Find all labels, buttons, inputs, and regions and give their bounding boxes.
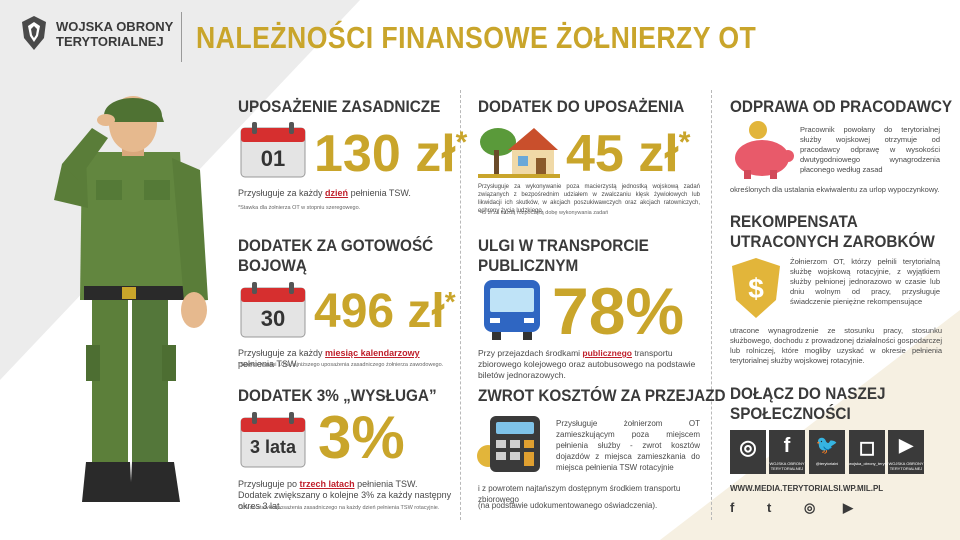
severance-text: Pracownik powołany do terytorialnej służ…	[800, 125, 940, 174]
allowance-value: 45 zł	[566, 125, 679, 183]
calendar-day: 01	[260, 146, 286, 171]
page-title: NALEŻNOŚCI FINANSOWE ŻOŁNIERZY OT	[196, 20, 757, 55]
transport-discount: 78%	[552, 274, 685, 348]
column-divider-2	[711, 90, 712, 520]
facebook-icon: f	[783, 435, 791, 457]
readiness-footnote: *Stawka wynosi 10% najniższego uposażeni…	[238, 362, 444, 368]
basic-pay-value: 130 zł	[314, 125, 456, 183]
title-line: PUBLICZNYM	[478, 256, 579, 275]
calendar-icon: 30	[240, 282, 306, 338]
travel-refund-text: Przysługuje żołnierzom OT zamieszkującym…	[556, 419, 700, 472]
compensation-line2: utracone wynagrodzenie ze stosunku pracy…	[730, 326, 942, 365]
org-name: WOJSKA OBRONY TERYTORIALNEJ	[56, 19, 173, 49]
highlight-day: dzień	[325, 188, 349, 198]
highlight-month: miesiąc kalendarzowy	[325, 348, 420, 358]
asterisk: *	[444, 286, 456, 317]
title-line: DOŁĄCZ DO NASZEJ	[730, 384, 886, 403]
piggy-bank-icon	[735, 121, 794, 179]
background-corner-bottom-right	[660, 310, 960, 540]
title-line: SPOŁECZNOŚCI	[730, 404, 851, 423]
section-title-allowance: DODATEK DO UPOSAŻENIA	[478, 97, 685, 116]
title-line: ULGI W TRANSPORCIE	[478, 236, 649, 255]
text-line: Dodatek zwiększany o kolejne 3% za każdy…	[238, 490, 452, 511]
org-name-line2: TERYTORIALNEJ	[56, 34, 164, 49]
globe-icon: ◎	[739, 437, 757, 459]
section-title-severance: ODPRAWA OD PRACODAWCY	[730, 97, 953, 116]
section-title-community: DOŁĄCZ DO NASZEJ SPOŁECZNOŚCI	[730, 384, 886, 424]
twitter-button[interactable]: 🐦 @terytorialni	[809, 430, 845, 474]
basic-pay-text: Przysługuje za każdy dzień pełnienia TSW…	[238, 188, 448, 199]
org-name-line1: WOJSKA OBRONY	[56, 19, 174, 34]
text-part: pełnienia TSW.	[238, 359, 299, 369]
facebook-button[interactable]: f WOJSKA OBRONY TERYTORIALNEJ	[769, 430, 805, 474]
section-title-readiness: DODATEK ZA GOTOWOŚĆ BOJOWĄ	[238, 236, 433, 276]
text-part: Przysługuje po	[238, 479, 300, 489]
seniority-amount: 3%	[318, 404, 405, 471]
tile-caption: wojska_obrony_terytorialnej	[849, 461, 899, 466]
column-divider-1	[460, 90, 461, 520]
text-part: pełnienia TSW.	[354, 479, 418, 489]
readiness-value: 496 zł	[314, 285, 445, 338]
website-link[interactable]: WWW.MEDIA.TERYTORIALSI.WP.MIL.PL	[730, 484, 884, 493]
tile-caption: WOJSKA OBRONY TERYTORIALNEJ	[888, 461, 924, 471]
calendar-icon: 01	[240, 122, 306, 178]
section-title-travel-refund: ZWROT KOSZTÓW ZA PRZEJAZD	[478, 386, 726, 405]
shield-dollar-icon: $	[732, 258, 780, 318]
calendar-day: 30	[260, 306, 286, 331]
twitter-footer-icon[interactable]: t	[767, 500, 772, 515]
basic-pay-amount: 130 zł*	[314, 125, 468, 183]
allowance-footnote: *45 zł za każdą rozpoczętą dobę wykonywa…	[478, 210, 609, 216]
text-part: Przysługuje za każdy	[238, 188, 326, 198]
text-part: pełnienia TSW.	[348, 188, 411, 198]
readiness-text: Przysługuje za każdy miesiąc kalendarzow…	[238, 348, 458, 370]
calendar-years: 3 lata	[249, 437, 297, 457]
text-part: Przysługuje za każdy	[238, 348, 326, 358]
header-divider	[181, 12, 182, 62]
soldier-illustration	[54, 96, 208, 502]
severance-line2: określonych dla ustalania ekwiwalentu za…	[730, 185, 940, 194]
travel-refund-line2: i z powrotem najtańszym dostępnym środki…	[478, 484, 681, 504]
seniority-text: Przysługuje po trzech latach pełnienia T…	[238, 479, 458, 512]
asterisk: *	[678, 126, 691, 159]
calendar-icon: 3 lata	[240, 412, 306, 468]
tile-caption: @terytorialni	[815, 461, 839, 466]
svg-text:$: $	[748, 273, 764, 304]
tile-caption: WOJSKA OBRONY TERYTORIALNEJ	[769, 461, 805, 471]
section-title-compensation: REKOMPENSATA UTRACONYCH ZAROBKÓW	[730, 212, 935, 252]
title-line: REKOMPENSATA	[730, 212, 858, 231]
section-title-seniority: DODATEK 3% „WYSŁUGA”	[238, 386, 437, 405]
house-storm-icon	[478, 128, 560, 178]
title-line: DODATEK ZA GOTOWOŚĆ	[238, 236, 434, 255]
title-line: UTRACONYCH ZAROBKÓW	[730, 232, 935, 251]
highlight-years: trzech latach	[299, 479, 355, 489]
basic-pay-footnote: *Stawka dla żołnierza OT w stopniu szere…	[238, 205, 361, 211]
highlight-public: publicznego	[582, 348, 632, 358]
travel-refund-line3: (na podstawie udokumentowanego oświadcze…	[478, 501, 658, 510]
instagram-icon: ◻	[858, 437, 876, 459]
website-button[interactable]: ◎	[730, 430, 766, 474]
text-part: transportu zbiorowego kolejowego oraz au…	[478, 348, 696, 380]
compensation-text: Żołnierzom OT, którzy pełnili terytorial…	[790, 257, 940, 306]
section-title-transport: ULGI W TRANSPORCIE PUBLICZNYM	[478, 236, 649, 276]
section-title-basic-pay: UPOSAŻENIE ZASADNICZE	[238, 97, 441, 116]
seniority-footnote: *3% do stawki uposażenia zasadniczego na…	[238, 505, 440, 511]
youtube-button[interactable]: ▶ WOJSKA OBRONY TERYTORIALNEJ	[888, 430, 924, 474]
asterisk: *	[455, 126, 468, 159]
allowance-amount: 45 zł*	[566, 125, 691, 183]
bus-icon	[484, 280, 540, 340]
allowance-text: Przysługuje za wykonywanie poza macierzy…	[478, 184, 700, 214]
text-part: Przy przejazdach środkami	[478, 348, 583, 358]
readiness-amount: 496 zł*	[314, 288, 456, 336]
instagram-footer-icon[interactable]: ◎	[804, 500, 816, 515]
youtube-footer-icon[interactable]: ▶	[843, 500, 853, 515]
transport-text: Przy przejazdach środkami publicznego tr…	[478, 348, 700, 381]
facebook-footer-icon[interactable]: f	[730, 500, 735, 515]
calculator-icon	[477, 416, 540, 472]
twitter-icon: 🐦	[815, 435, 839, 455]
youtube-icon: ▶	[899, 435, 913, 455]
title-line: BOJOWĄ	[238, 256, 307, 275]
instagram-button[interactable]: ◻ wojska_obrony_terytorialnej	[849, 430, 899, 474]
eagle-logo-icon	[22, 16, 46, 50]
